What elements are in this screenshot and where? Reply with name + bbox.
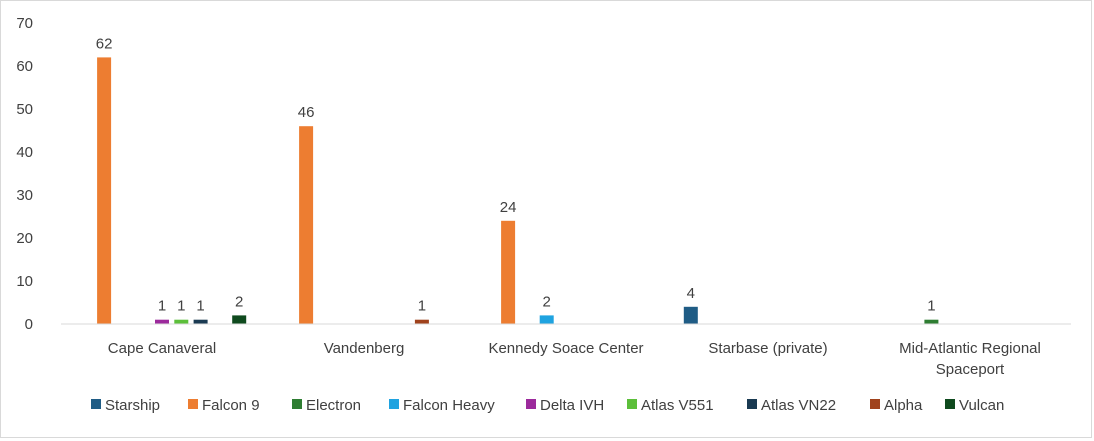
legend-swatch <box>389 399 399 409</box>
data-label: 62 <box>96 35 113 52</box>
legend-label: Alpha <box>884 397 923 414</box>
legend-item: Falcon 9 <box>188 397 260 414</box>
data-label: 1 <box>196 298 204 315</box>
legend-label: Vulcan <box>959 397 1004 414</box>
legend-label: Falcon 9 <box>202 397 260 414</box>
legend-item: Electron <box>292 397 361 414</box>
legend-item: Delta IVH <box>526 397 604 414</box>
legend-label: Atlas V551 <box>641 397 714 414</box>
bar <box>232 315 247 324</box>
bar <box>924 319 939 324</box>
bar <box>299 126 314 324</box>
data-label: 46 <box>298 104 315 121</box>
y-tick-label: 20 <box>16 230 33 247</box>
data-label: 1 <box>158 298 166 315</box>
x-tick-label: Starbase (private) <box>708 340 827 357</box>
y-tick-label: 40 <box>16 144 33 161</box>
legend-swatch <box>188 399 198 409</box>
y-tick-label: 70 <box>16 15 33 32</box>
legend-swatch <box>91 399 101 409</box>
legend-item: Atlas V551 <box>627 397 714 414</box>
legend-swatch <box>627 399 637 409</box>
bars <box>97 57 939 325</box>
legend-item: Falcon Heavy <box>389 397 495 414</box>
y-tick-label: 30 <box>16 187 33 204</box>
data-label: 2 <box>235 293 243 310</box>
legend-swatch <box>292 399 302 409</box>
y-tick-label: 0 <box>25 316 33 333</box>
bar <box>97 57 112 325</box>
x-tick-label: Cape Canaveral <box>108 340 216 357</box>
legend-label: Electron <box>306 397 361 414</box>
legend-label: Delta IVH <box>540 397 604 414</box>
data-label: 24 <box>500 199 517 216</box>
legend-label: Atlas VN22 <box>761 397 836 414</box>
bar <box>414 319 429 324</box>
data-label: 1 <box>927 298 935 315</box>
bar <box>683 306 698 324</box>
legend-swatch <box>747 399 757 409</box>
legend-swatch <box>945 399 955 409</box>
legend-item: Atlas VN22 <box>747 397 836 414</box>
bar <box>501 220 516 324</box>
legend-swatch <box>870 399 880 409</box>
x-tick-label: Kennedy Soace Center <box>488 340 643 357</box>
x-tick-label: Mid-Atlantic Regional Spaceport <box>899 340 1041 378</box>
y-axis: 0 10 20 30 40 50 60 70 <box>16 15 33 333</box>
legend-item: Starship <box>91 397 160 414</box>
x-tick-label: Vandenberg <box>324 340 405 357</box>
y-tick-label: 50 <box>16 101 33 118</box>
data-label: 2 <box>543 293 551 310</box>
data-label: 1 <box>418 298 426 315</box>
y-tick-label: 10 <box>16 273 33 290</box>
x-axis: Cape Canaveral Vandenberg Kennedy Soace Ce… <box>108 340 1041 378</box>
legend-label: Starship <box>105 397 160 414</box>
data-label: 1 <box>177 298 185 315</box>
legend-label: Falcon Heavy <box>403 397 495 414</box>
legend: Starship Falcon 9 Electron Falcon Heavy Delt… <box>91 397 1004 414</box>
legend-item: Vulcan <box>945 397 1004 414</box>
legend-item: Alpha <box>870 397 923 414</box>
bar <box>193 319 208 324</box>
y-tick-label: 60 <box>16 58 33 75</box>
bar <box>539 315 554 324</box>
bar <box>155 319 169 324</box>
legend-swatch <box>526 399 536 409</box>
bar <box>174 319 189 324</box>
data-label: 4 <box>687 285 695 302</box>
